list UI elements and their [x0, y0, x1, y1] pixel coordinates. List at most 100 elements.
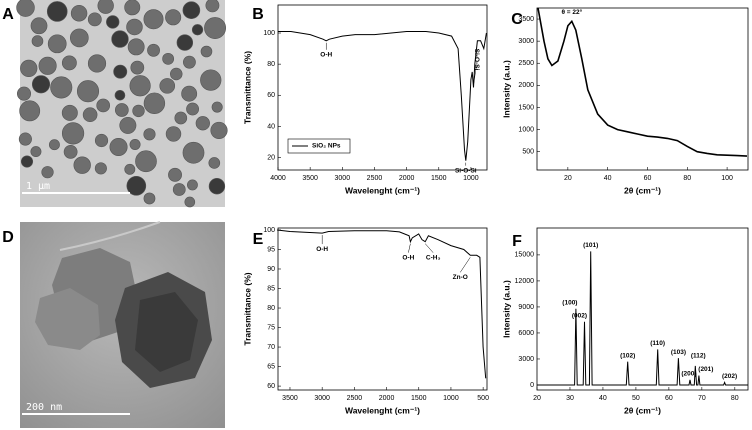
annotation: (202) — [722, 373, 737, 380]
annotation-arrow — [408, 243, 411, 253]
particle — [143, 92, 166, 114]
x-tick-label: 3000 — [314, 395, 330, 402]
scale-bar-label: 1 μm — [26, 181, 50, 192]
y-tick-label: 80 — [267, 305, 275, 312]
particle — [195, 116, 210, 131]
y-tick-label: 3500 — [518, 16, 534, 23]
panel-label: F — [512, 233, 522, 250]
y-tick-label: 500 — [522, 148, 534, 155]
particle — [18, 132, 32, 146]
x-axis-title: Wavelenght (cm⁻¹) — [345, 185, 420, 195]
x-tick-label: 40 — [599, 395, 607, 402]
x-tick-label: 1500 — [411, 395, 427, 402]
particle — [35, 288, 100, 350]
y-axis-title: Intensity (a.u.) — [501, 60, 511, 118]
annotation: Si-O-Si — [455, 167, 477, 174]
annotation: (201) — [698, 366, 713, 373]
x-tick-label: 50 — [632, 395, 640, 402]
particle — [109, 137, 128, 156]
plot-frame — [277, 227, 488, 391]
particle — [82, 107, 98, 123]
x-tick-label: 100 — [721, 175, 733, 182]
particle — [129, 75, 151, 97]
x-tick-label: 4000 — [270, 175, 286, 182]
x-axis-title: Wavelenght (cm⁻¹) — [345, 405, 420, 415]
annotation: (112) — [691, 353, 706, 360]
particle-core — [135, 292, 198, 372]
x-axis-title: 2θ (cm⁻¹) — [624, 185, 661, 195]
particle — [30, 146, 42, 158]
plot-frame — [536, 7, 749, 171]
particle — [135, 150, 157, 173]
y-tick-label: 75 — [267, 324, 275, 331]
particle — [126, 18, 143, 36]
annotation: (200) — [681, 371, 696, 378]
particle — [132, 104, 145, 118]
particle — [19, 100, 41, 122]
x-tick-label: 80 — [731, 395, 739, 402]
particle — [210, 121, 228, 139]
particle — [20, 59, 38, 78]
particle — [87, 54, 107, 73]
y-tick-label: 9000 — [518, 304, 534, 311]
y-tick-label: 95 — [267, 246, 275, 253]
data-line — [277, 229, 487, 379]
y-tick-label: 60 — [267, 383, 275, 390]
particle — [143, 128, 156, 141]
annotation: O-H — [316, 246, 328, 253]
y-tick-label: 2500 — [518, 60, 534, 67]
particle — [41, 166, 54, 179]
y-tick-label: 1500 — [518, 104, 534, 111]
particle — [114, 103, 129, 117]
scale-bar-label: 200 nm — [26, 402, 62, 413]
particle — [16, 0, 35, 17]
particle — [38, 56, 57, 75]
particle — [96, 98, 111, 113]
particle — [17, 86, 32, 101]
y-tick-label: 60 — [267, 92, 275, 99]
particle — [143, 192, 156, 205]
particle — [159, 78, 176, 94]
x-tick-label: 30 — [566, 395, 574, 402]
particle — [114, 89, 126, 101]
legend-box — [287, 138, 351, 154]
particle — [97, 0, 114, 14]
x-tick-label: 2500 — [367, 175, 383, 182]
particle — [174, 111, 188, 125]
x-tick-label: 1500 — [431, 175, 447, 182]
y-tick-label: 1000 — [518, 126, 534, 133]
y-tick-label: 3000 — [518, 38, 534, 45]
film-edge — [59, 221, 161, 251]
panel-label: A — [2, 6, 14, 23]
particle — [200, 69, 222, 91]
annotation-arrow — [425, 243, 434, 253]
particle — [106, 15, 120, 29]
particle — [205, 0, 220, 13]
particle — [182, 1, 201, 19]
particle — [130, 60, 145, 75]
y-tick-label: 80 — [267, 61, 275, 68]
particle — [76, 80, 100, 103]
particle — [30, 17, 48, 35]
annotation: (100) — [562, 299, 577, 306]
x-tick-label: 2000 — [399, 175, 415, 182]
particle — [187, 179, 198, 191]
plot-frame — [277, 4, 488, 171]
particle — [124, 0, 141, 16]
panel-label: D — [2, 229, 14, 246]
x-tick-label: 3500 — [282, 395, 298, 402]
particle — [184, 196, 196, 208]
x-tick-label: 1000 — [443, 395, 459, 402]
particle — [181, 85, 198, 102]
y-tick-label: 40 — [267, 123, 275, 130]
particle — [94, 133, 109, 148]
particle — [87, 12, 102, 27]
y-tick-label: 100 — [263, 30, 275, 37]
particle — [200, 45, 213, 58]
particle — [183, 55, 196, 69]
y-tick-label: 3000 — [518, 356, 534, 363]
x-tick-label: 2500 — [347, 395, 363, 402]
tem-image-d — [20, 221, 225, 428]
y-tick-label: 90 — [267, 266, 275, 273]
